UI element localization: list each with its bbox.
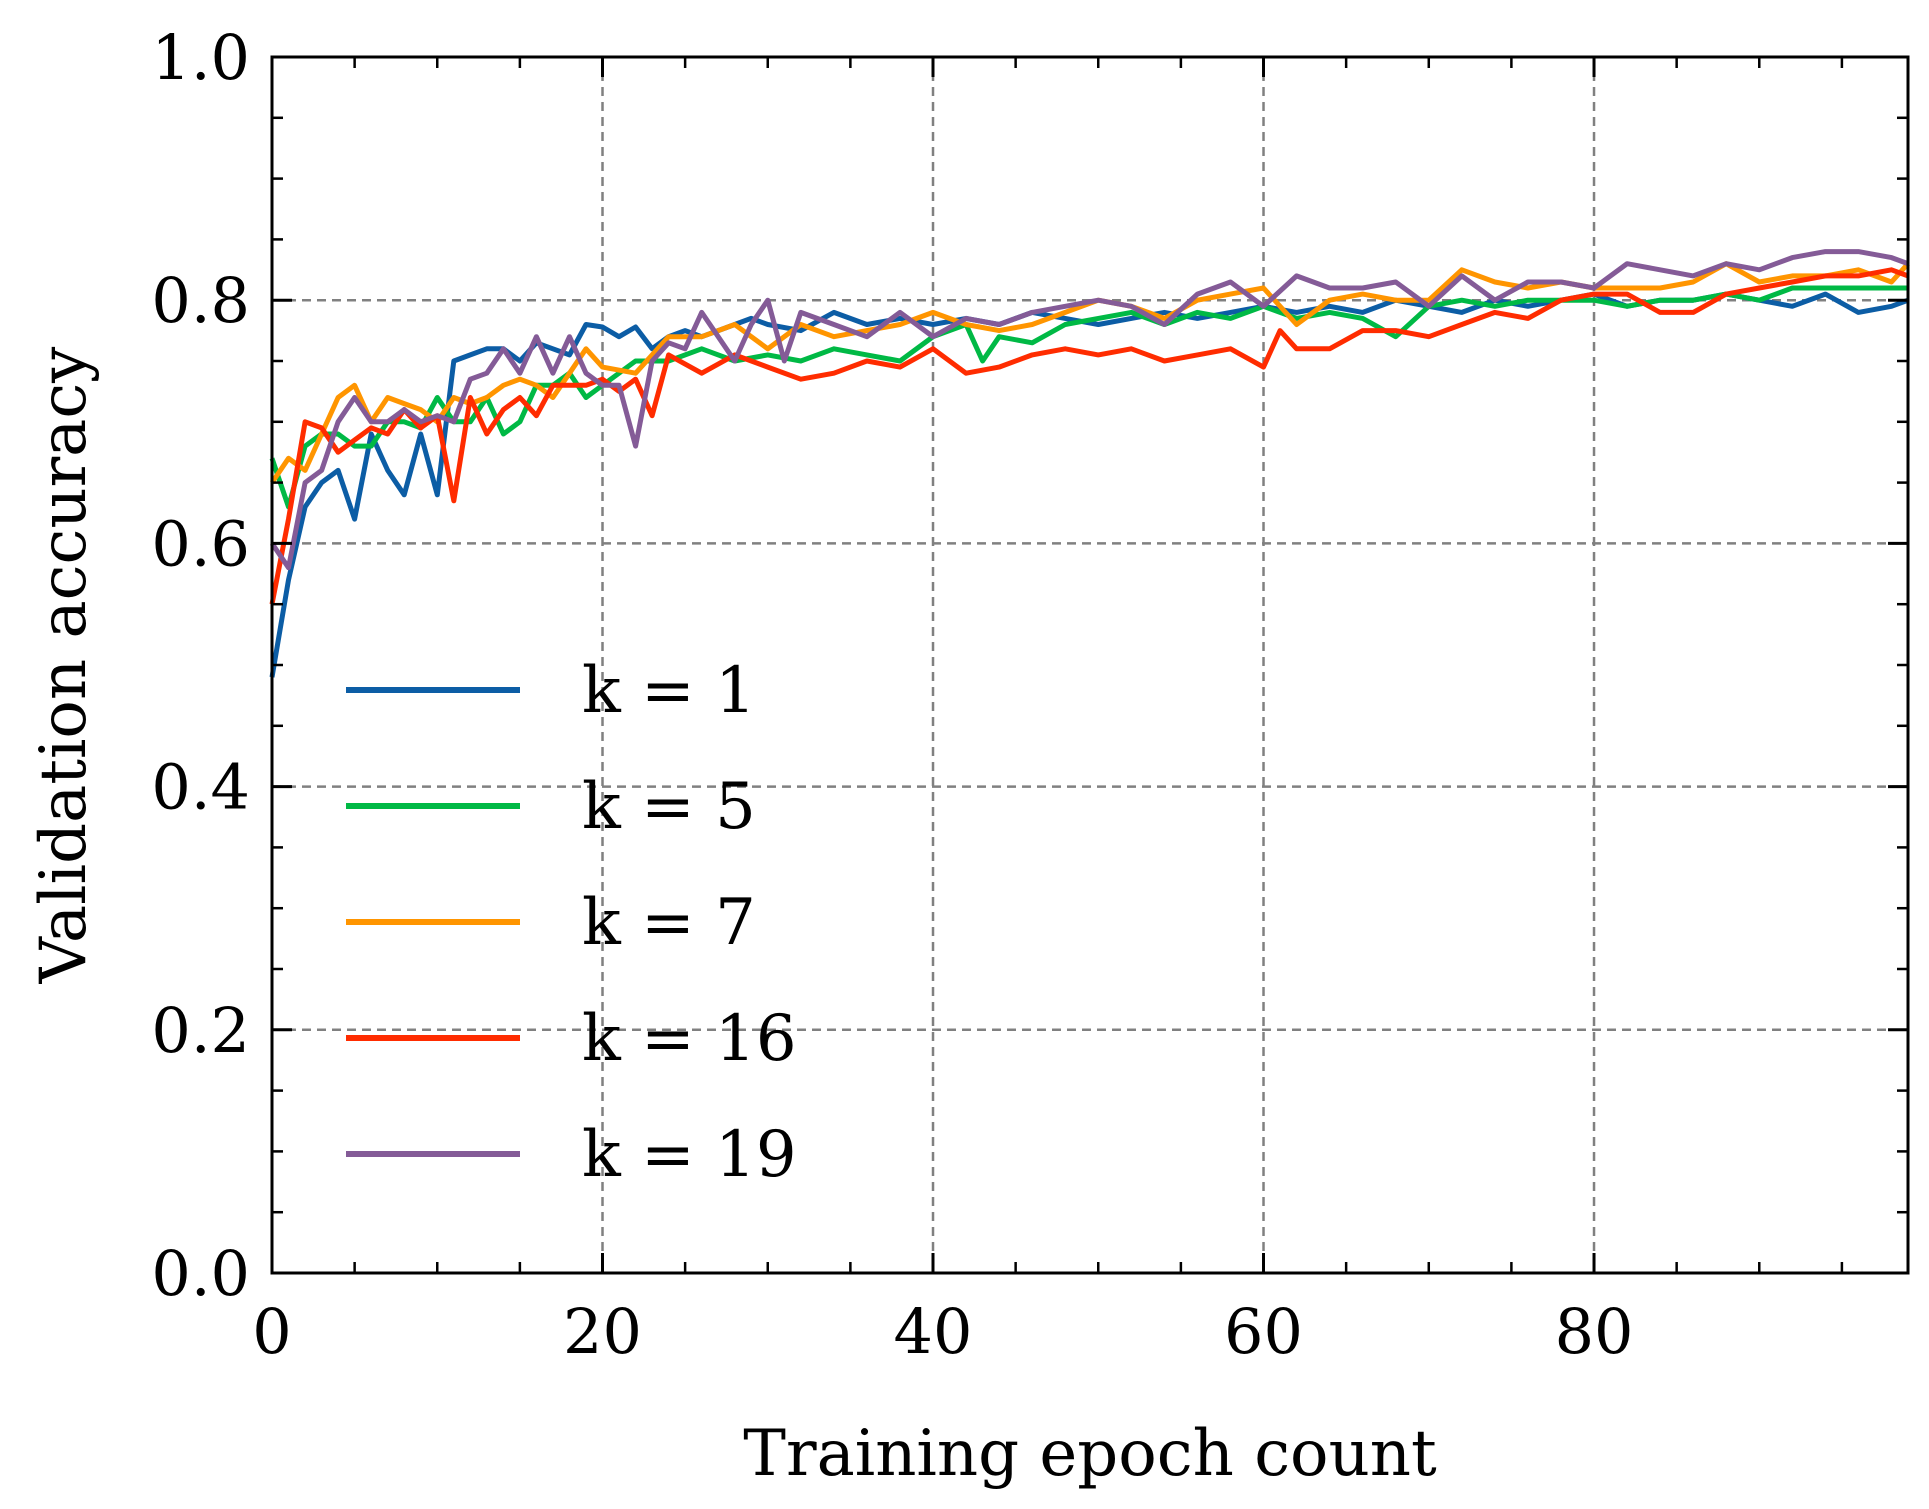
legend-label: k = 16 (582, 1002, 797, 1076)
legend: k = 1 k = 5 k = 7 k = 16 k = 19 (346, 654, 797, 1192)
x-tick-label: 20 (563, 1295, 642, 1368)
tick-labels: 0 20 40 60 80 0.0 0.2 0.4 0.6 0.8 1.0 (151, 21, 1633, 1368)
plot-frame (270, 55, 1910, 1275)
series-line (269, 249, 1909, 571)
series-lines (269, 249, 1910, 678)
y-tick-label: 1.0 (151, 21, 250, 94)
y-axis-label: Validation accuracy (27, 347, 101, 985)
x-tick-label: 80 (1555, 1295, 1634, 1368)
y-tick-label: 0.0 (151, 1237, 250, 1310)
x-tick-label: 40 (894, 1295, 973, 1368)
y-tick-label: 0.4 (151, 751, 250, 824)
y-tick-label: 0.2 (151, 994, 250, 1067)
legend-label: k = 7 (582, 886, 756, 960)
legend-label: k = 5 (582, 770, 756, 844)
x-tick-label: 0 (252, 1295, 291, 1368)
x-tick-label: 60 (1224, 1295, 1303, 1368)
y-tick-label: 0.8 (151, 264, 250, 337)
legend-label: k = 19 (582, 1118, 797, 1192)
legend-label: k = 1 (582, 654, 756, 728)
x-axis-label: Training epoch count (743, 1417, 1437, 1491)
series-line (269, 267, 1909, 605)
y-tick-label: 0.6 (151, 507, 250, 580)
series-line (269, 285, 1908, 510)
